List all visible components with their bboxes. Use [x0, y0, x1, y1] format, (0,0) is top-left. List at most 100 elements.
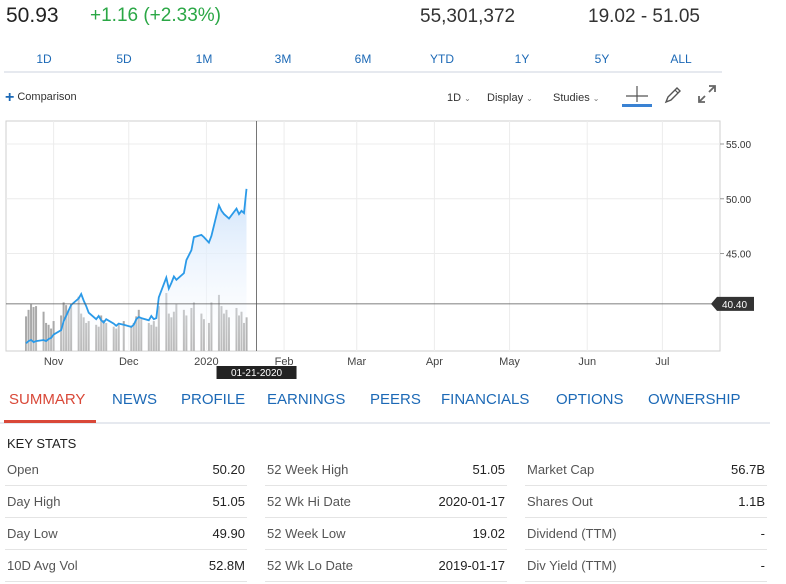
x-tick-label: Dec	[119, 356, 139, 368]
chevron-down-icon: ⌄	[526, 94, 533, 103]
stat-value: 1.1B	[738, 494, 765, 509]
display-dropdown[interactable]: Display ⌄	[487, 92, 533, 104]
range-tab-6m[interactable]: 6M	[354, 52, 372, 66]
quote-header: 50.93 +1.16 (+2.33%) 55,301,372 19.02 - …	[0, 0, 786, 36]
last-price: 50.93	[6, 4, 59, 27]
crosshair-tool-button[interactable]	[622, 84, 652, 107]
stat-value: 51.05	[472, 462, 505, 477]
day-range-value: 19.02 - 51.05	[588, 6, 700, 27]
comparison-button[interactable]: + Comparison	[5, 89, 77, 107]
y-tick-label: 55.00	[726, 140, 751, 151]
tab-profile[interactable]: PROFILE	[181, 391, 246, 408]
tab-news[interactable]: NEWS	[112, 391, 157, 408]
pencil-icon	[664, 87, 681, 104]
range-tab-5y[interactable]: 5Y	[594, 52, 610, 66]
draw-tool-button[interactable]	[662, 84, 684, 106]
stat-value: 2019-01-17	[438, 558, 506, 573]
stat-row: Div Yield (TTM) -	[525, 550, 767, 582]
stat-label: Day High	[7, 494, 61, 509]
stats-column-1: Open 50.20 Day High 51.05 Day Low 49.90 10D…	[5, 454, 247, 582]
range-tab-1y[interactable]: 1Y	[514, 52, 530, 66]
x-tick-label: Jun	[578, 356, 596, 368]
y-tick-label: 45.00	[726, 250, 751, 261]
price-chart[interactable]: 55.00 50.00 45.00 40.40 Nov Dec 2020 Feb Mar Apr M…	[0, 118, 786, 384]
volume-bar	[47, 324, 50, 351]
stat-label: Dividend (TTM)	[527, 526, 617, 541]
stat-value: -	[760, 558, 765, 573]
cursor-date-label: 01-21-2020	[231, 368, 283, 379]
expand-button[interactable]	[696, 83, 718, 105]
x-tick-label: Mar	[347, 356, 366, 368]
stat-row: 52 Week High 51.05	[265, 454, 507, 486]
price-area	[26, 188, 247, 351]
x-tick-label: Jul	[655, 356, 669, 368]
stat-row: 52 Wk Lo Date 2019-01-17	[265, 550, 507, 582]
stat-row: Open 50.20	[5, 454, 247, 486]
x-tick-label: Apr	[426, 356, 443, 368]
volume-value: 55,301,372	[420, 6, 516, 27]
stats-column-2: 52 Week High 51.05 52 Wk Hi Date 2020-01-1…	[265, 454, 507, 582]
volume-bar	[25, 316, 28, 351]
interval-dropdown[interactable]: 1D ⌄	[447, 92, 471, 104]
stat-value: 2020-01-17	[438, 494, 506, 509]
stat-row: 52 Week Low 19.02	[265, 518, 507, 550]
stat-value: 49.90	[212, 526, 245, 541]
volume-bar	[32, 307, 35, 351]
section-nav: SUMMARY NEWS PROFILE EARNINGS PEERS FINA…	[0, 386, 770, 424]
x-tick-label: Nov	[44, 356, 64, 368]
price-chart-svg: 55.00 50.00 45.00 40.40 Nov Dec 2020 Feb Mar Apr M…	[5, 120, 754, 379]
x-tick-label: 2020	[194, 356, 218, 368]
stat-row: 52 Wk Hi Date 2020-01-17	[265, 486, 507, 518]
volume-bar	[245, 317, 248, 351]
stat-row: 10D Avg Vol 52.8M	[5, 550, 247, 582]
plus-icon: +	[5, 89, 15, 106]
chart-toolbar: + Comparison 1D ⌄ Display ⌄ Studies ⌄	[0, 82, 722, 112]
stat-value: 52.8M	[208, 558, 245, 573]
stat-row: Shares Out 1.1B	[525, 486, 767, 518]
stat-label: 52 Week High	[267, 462, 349, 477]
volume-bar	[35, 306, 38, 351]
stat-label: Div Yield (TTM)	[527, 558, 617, 573]
price-change: +1.16 (+2.33%)	[90, 5, 221, 26]
crosshair-icon	[626, 86, 648, 102]
stat-label: 10D Avg Vol	[7, 558, 78, 573]
range-tab-3m[interactable]: 3M	[274, 52, 292, 66]
tab-summary[interactable]: SUMMARY	[9, 391, 86, 408]
chevron-down-icon: ⌄	[592, 94, 600, 103]
tab-earnings[interactable]: EARNINGS	[267, 391, 346, 408]
tab-options[interactable]: OPTIONS	[556, 391, 624, 408]
volume-bar	[42, 311, 45, 351]
display-label: Display	[487, 92, 524, 104]
stat-row: Market Cap 56.7B	[525, 454, 767, 486]
y-tick-label: 50.00	[726, 195, 751, 206]
x-tick-label: May	[499, 356, 520, 368]
tab-ownership[interactable]: OWNERSHIP	[648, 391, 741, 408]
chevron-down-icon: ⌄	[464, 94, 471, 103]
tab-peers[interactable]: PEERS	[370, 391, 421, 408]
price-line	[25, 188, 248, 344]
stat-row: Day High 51.05	[5, 486, 247, 518]
stat-label: Day Low	[7, 526, 58, 541]
studies-label: Studies	[553, 92, 590, 104]
stat-label: 52 Week Low	[267, 526, 346, 541]
x-tick-label: Feb	[275, 356, 294, 368]
stat-value: 50.20	[212, 462, 245, 477]
range-tab-5d[interactable]: 5D	[116, 52, 132, 66]
range-tab-ytd[interactable]: YTD	[430, 52, 454, 66]
stat-label: Open	[7, 462, 39, 477]
stat-value: 19.02	[472, 526, 505, 541]
stat-row: Dividend (TTM) -	[525, 518, 767, 550]
comparison-label: Comparison	[17, 91, 77, 103]
range-tab-1d[interactable]: 1D	[36, 52, 52, 66]
stat-value: 51.05	[212, 494, 245, 509]
range-tab-all[interactable]: ALL	[670, 52, 692, 66]
tab-financials[interactable]: FINANCIALS	[441, 391, 530, 408]
range-tab-1m[interactable]: 1M	[195, 52, 213, 66]
cursor-date-badge	[216, 366, 297, 379]
stat-label: Shares Out	[527, 494, 593, 509]
studies-dropdown[interactable]: Studies ⌄	[553, 92, 599, 104]
volume-bar	[45, 322, 48, 351]
active-tab-underline	[4, 420, 96, 423]
price-marker-label: 40.40	[722, 300, 747, 311]
stat-row: Day Low 49.90	[5, 518, 247, 550]
